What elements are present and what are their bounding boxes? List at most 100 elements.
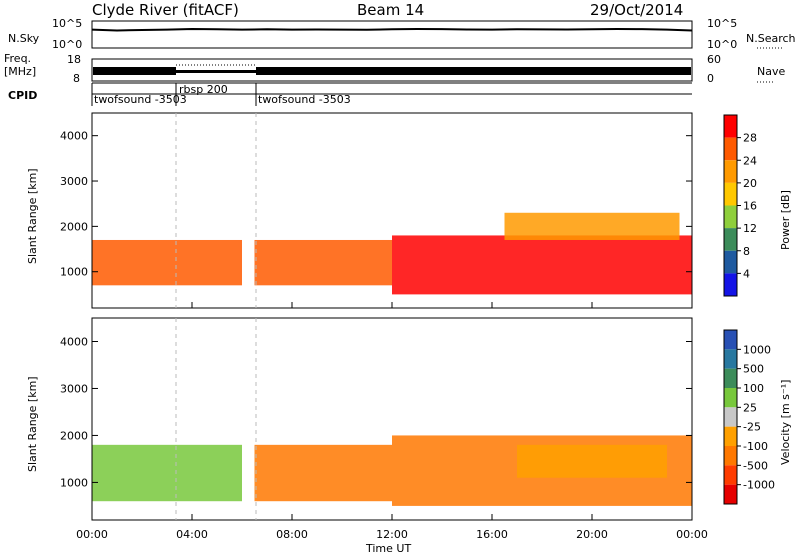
velocity-colorbar-frame (723, 329, 738, 505)
x-tick-label-6: 00:00 (676, 528, 708, 541)
velocity-ylabel: Slant Range [km] (26, 376, 39, 472)
freq-panel: Freq. [MHz] 18 8 60 0 Nave (4, 52, 785, 85)
power-colorbar-label: Power [dB] (779, 190, 792, 250)
power-heatmap-band-3 (504, 212, 680, 240)
date-title: 29/Oct/2014 (590, 1, 683, 19)
velocity-heatmap (92, 435, 692, 506)
power-cbar-boxes-swatch-6 (724, 250, 737, 274)
power-cbar-ticks-label-5: 8 (743, 245, 750, 258)
velocity-colorbar: 1000 500 100 25 -25 -100 -500 -1000 Velocity [m… (723, 329, 792, 505)
freq-tick-right-bottom: 0 (707, 72, 714, 85)
power-yticks-label-1: 3000 (60, 175, 88, 188)
beam-title: Beam 14 (357, 1, 424, 19)
power-yticks: 4000 3000 2000 1000 (60, 130, 692, 279)
power-colorbar: 28 24 20 16 12 8 4 Power [dB] (723, 114, 792, 297)
velocity-yticks-label-0: 4000 (60, 335, 88, 348)
velocity-yticks-label-2: 2000 (60, 429, 88, 442)
freq-tick-left-bottom: 8 (73, 72, 80, 85)
freq-band-3 (256, 67, 691, 75)
freq-panel-frame (91, 58, 693, 82)
power-cbar-boxes-swatch-5 (724, 228, 737, 251)
power-cbar-boxes-swatch-4 (724, 205, 737, 229)
power-cbar-ticks-label-0: 28 (743, 132, 757, 145)
power-cbar-boxes-swatch-7 (724, 273, 737, 296)
freq-band-2 (176, 70, 256, 73)
velocity-colorbar-boxes (724, 330, 737, 504)
power-cbar-ticks-label-1: 24 (743, 154, 757, 167)
power-heatmap-band-1 (254, 239, 392, 286)
power-heatmap-band-2 (392, 235, 692, 295)
velocity-cbar-boxes-swatch-7 (724, 465, 737, 485)
noise-left-label: N.Sky (8, 32, 40, 45)
velocity-cbar-ticks-label-0: 1000 (743, 343, 771, 356)
cpid-segment-3: twofsound -3503 (258, 93, 351, 106)
power-cbar-boxes-swatch-1 (724, 137, 737, 161)
freq-band-1 (93, 67, 176, 75)
power-cbar-ticks-label-2: 20 (743, 177, 757, 190)
freq-label-line2: [MHz] (4, 65, 36, 78)
velocity-yticks: 4000 3000 2000 1000 (60, 335, 692, 489)
velocity-cbar-ticks-label-6: -500 (743, 459, 768, 472)
power-cbar-boxes-swatch-0 (724, 115, 737, 138)
velocity-colorbar-ticks: 1000 500 100 25 -25 -100 -500 -1000 (737, 343, 775, 492)
velocity-cbar-boxes-swatch-5 (724, 426, 737, 446)
power-ylabel: Slant Range [km] (26, 168, 39, 264)
x-tick-label-0: 00:00 (76, 528, 108, 541)
velocity-colorbar-label: Velocity [m s⁻¹] (779, 380, 792, 465)
cpid-segment-1: twofsound -3503 (94, 93, 187, 106)
noise-tick-top-right: 10^5 (707, 17, 737, 30)
velocity-cbar-ticks-label-7: -1000 (743, 479, 775, 492)
power-cbar-ticks-label-6: 4 (743, 267, 750, 280)
power-cbar-ticks-label-4: 12 (743, 222, 757, 235)
x-tick-label-1: 04:00 (176, 528, 208, 541)
noise-tick-bottom-left: 10^0 (52, 38, 82, 51)
velocity-cbar-boxes-swatch-8 (724, 484, 737, 504)
power-cbar-boxes-swatch-2 (724, 160, 737, 183)
freq-tick-right-top: 60 (707, 53, 721, 66)
cpid-segment-2: rbsp 200 (179, 83, 228, 96)
power-yticks-label-2: 2000 (60, 220, 88, 233)
x-tick-label-3: 12:00 (376, 528, 408, 541)
velocity-yticks-label-3: 1000 (60, 476, 88, 489)
noise-series (91, 27, 693, 32)
power-heatmap-band-0 (92, 239, 242, 286)
velocity-cbar-boxes-swatch-2 (724, 368, 737, 388)
velocity-cbar-ticks-label-1: 500 (743, 363, 764, 376)
velocity-heatmap-band-1 (254, 444, 392, 502)
velocity-heatmap-band-0 (92, 444, 242, 502)
velocity-cbar-ticks-label-3: 25 (743, 401, 757, 414)
nave-label: Nave (757, 65, 785, 78)
power-colorbar-boxes (724, 115, 737, 296)
freq-label-line1: Freq. (4, 52, 31, 65)
power-yticks-label-3: 1000 (60, 266, 88, 279)
cpid-label: CPID (8, 89, 37, 102)
noise-tick-bottom-right: 10^0 (707, 38, 737, 51)
power-panel: 4000 3000 2000 1000 Slant Range [km] (26, 112, 693, 309)
velocity-cbar-ticks-label-4: -25 (743, 421, 761, 434)
power-cbar-boxes-swatch-3 (724, 182, 737, 206)
power-heatmap (92, 212, 692, 295)
velocity-cbar-ticks-label-2: 100 (743, 382, 764, 395)
x-axis-label: Time UT (365, 542, 411, 554)
noise-panel: N.Sky N.Search 10^5 10^0 10^5 10^0 (8, 17, 796, 51)
velocity-cbar-boxes-swatch-6 (724, 446, 737, 466)
velocity-cbar-boxes-swatch-1 (724, 349, 737, 369)
power-cbar-ticks-label-3: 16 (743, 200, 757, 213)
noise-panel-frame (91, 20, 693, 49)
velocity-cbar-ticks-label-5: -100 (743, 440, 768, 453)
noise-right-label: N.Search (746, 32, 796, 45)
x-tick-label-5: 20:00 (576, 528, 608, 541)
power-colorbar-ticks: 28 24 20 16 12 8 4 (737, 132, 757, 280)
x-axis-ticks: 00:00 04:00 08:00 12:00 16:00 20:00 00:00 (76, 302, 708, 541)
velocity-cbar-boxes-swatch-0 (724, 330, 737, 350)
x-tick-label-4: 16:00 (476, 528, 508, 541)
x-tick-label-2: 08:00 (276, 528, 308, 541)
noise-tick-top-left: 10^5 (52, 17, 82, 30)
cpid-panel: CPID twofsound -3503 rbsp 200 twofsound … (8, 82, 692, 106)
station-title: Clyde River (fitACF) (92, 1, 239, 19)
velocity-heatmap-band-3 (517, 444, 667, 478)
velocity-panel: 4000 3000 2000 1000 Slant Range [km] (26, 317, 693, 521)
velocity-cbar-boxes-swatch-4 (724, 407, 737, 427)
noise-line (91, 27, 693, 32)
